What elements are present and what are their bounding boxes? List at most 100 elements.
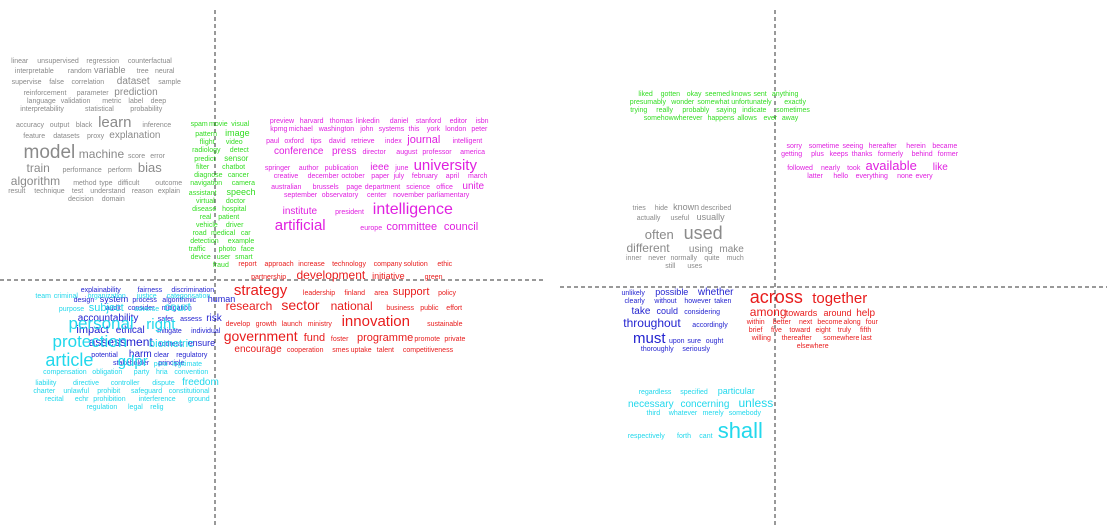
word: director — [363, 149, 387, 156]
word: linkedin — [356, 118, 380, 125]
word: together — [812, 290, 867, 307]
word: presumably — [630, 99, 667, 106]
word: example — [228, 238, 255, 245]
word: took — [847, 165, 861, 172]
word: constitutional — [169, 388, 210, 395]
word: address — [158, 341, 183, 348]
word: intelligence — [373, 201, 453, 218]
word: perform — [108, 167, 132, 174]
word: department — [365, 184, 400, 191]
word: adverse — [134, 306, 159, 313]
word: relig — [150, 404, 163, 411]
word: government — [224, 328, 298, 344]
word: university — [414, 157, 478, 174]
word: among — [750, 305, 787, 319]
word: fund — [304, 332, 325, 344]
word: along — [844, 319, 861, 326]
word: neural — [155, 68, 175, 75]
word: private — [444, 336, 465, 343]
word: real — [200, 214, 212, 221]
word: respectively — [628, 433, 665, 440]
word: feature — [23, 133, 45, 140]
word: hide — [655, 205, 668, 212]
word: upon — [669, 338, 685, 345]
word: visual — [231, 121, 249, 128]
word: take — [632, 306, 651, 317]
word: liability — [35, 380, 57, 387]
word: interference — [139, 396, 176, 403]
word: wonder — [670, 99, 695, 106]
word: car — [241, 230, 251, 237]
word: sustainable — [427, 321, 463, 328]
word: output — [50, 122, 70, 129]
word: concerning — [681, 399, 730, 410]
word: flight — [200, 139, 215, 146]
word: around — [824, 308, 852, 318]
word: pattern — [195, 131, 217, 138]
word: usually — [697, 212, 726, 222]
word: tree — [137, 68, 149, 75]
word: legitimate — [172, 361, 202, 368]
word: described — [701, 205, 731, 212]
word: explain — [158, 188, 180, 195]
word: unlawful — [63, 388, 89, 395]
word: sometime — [809, 143, 839, 150]
word: herein — [906, 143, 926, 150]
word: recital — [45, 396, 64, 403]
word: unless — [739, 396, 774, 410]
word: parliamentary — [427, 192, 470, 199]
word: behind — [912, 151, 933, 158]
word: often — [645, 227, 674, 242]
word: necessary — [628, 399, 674, 410]
word: principle — [158, 360, 184, 367]
word: disease — [192, 206, 216, 213]
word: intelligent — [453, 138, 483, 145]
word: controller — [111, 380, 140, 387]
word: journal — [406, 134, 440, 146]
word: ethical — [116, 325, 145, 336]
word: leadership — [303, 290, 335, 297]
word: regulatory — [176, 352, 208, 359]
word: convention — [174, 369, 208, 376]
word: truly — [838, 327, 852, 334]
word: fifth — [860, 327, 871, 334]
word: spam — [191, 121, 208, 128]
word: okay — [687, 91, 702, 98]
word: subject — [89, 302, 124, 314]
word: next — [799, 319, 812, 326]
word: ethic — [437, 261, 452, 268]
word: movie — [209, 121, 228, 128]
word: willing — [751, 335, 771, 342]
word: uptake — [351, 347, 372, 354]
word: seemed — [705, 91, 730, 98]
word: saying — [716, 107, 736, 114]
word: traffic — [189, 246, 206, 253]
word: regardless — [639, 389, 672, 396]
word: former — [938, 151, 959, 158]
word: court — [164, 300, 191, 314]
word: page — [346, 184, 362, 191]
word: york — [427, 126, 441, 133]
word: programme — [357, 332, 413, 344]
word: september — [284, 192, 318, 199]
word: method — [73, 180, 96, 187]
word: retrieve — [351, 138, 374, 145]
word: algorithmic — [162, 297, 196, 304]
word: harvard — [300, 118, 324, 125]
word: assessment — [89, 335, 154, 349]
word: brief — [749, 327, 763, 334]
word: ought — [706, 338, 724, 345]
word: thanks — [852, 151, 873, 158]
word: driver — [226, 222, 244, 229]
word: latter — [807, 173, 823, 180]
word: national — [331, 299, 373, 313]
word: bias — [138, 160, 162, 175]
word: clearly — [625, 298, 646, 305]
word: parameter — [77, 90, 110, 97]
word: party — [134, 369, 150, 376]
word: probability — [130, 106, 162, 113]
word: third — [647, 410, 661, 417]
word: policy — [438, 290, 456, 297]
word: interpretability — [20, 106, 64, 113]
